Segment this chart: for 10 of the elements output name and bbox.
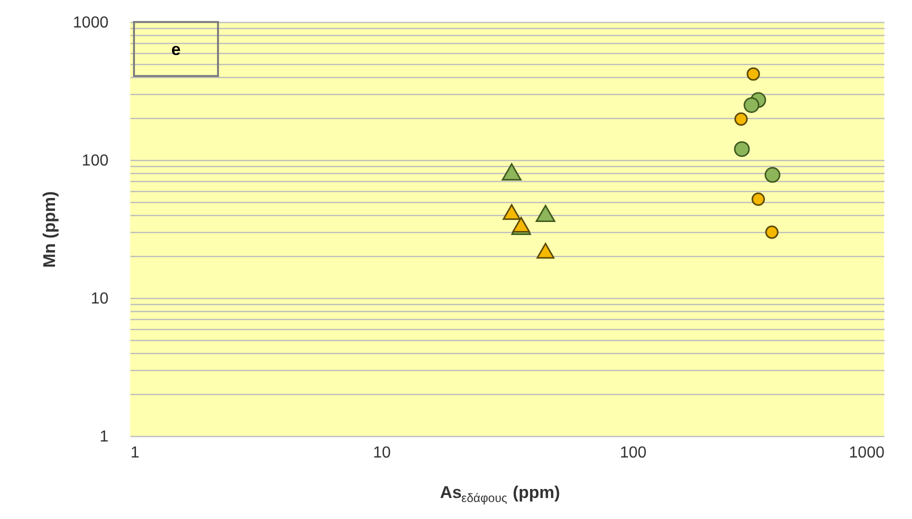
- y-tick-label: 100: [82, 152, 109, 170]
- x-tick-label: 100: [620, 444, 647, 462]
- y-axis-title: Mn (ppm): [40, 191, 59, 268]
- y-tick-label: 1: [100, 428, 109, 446]
- x-tick-label: 10: [372, 444, 391, 462]
- y-tick-label: 1000: [72, 14, 109, 32]
- annotation: e: [171, 40, 181, 59]
- y-tick-label: 10: [90, 290, 109, 308]
- x-tick-label: 1: [130, 444, 140, 462]
- x-tick-label: 1000: [848, 444, 885, 462]
